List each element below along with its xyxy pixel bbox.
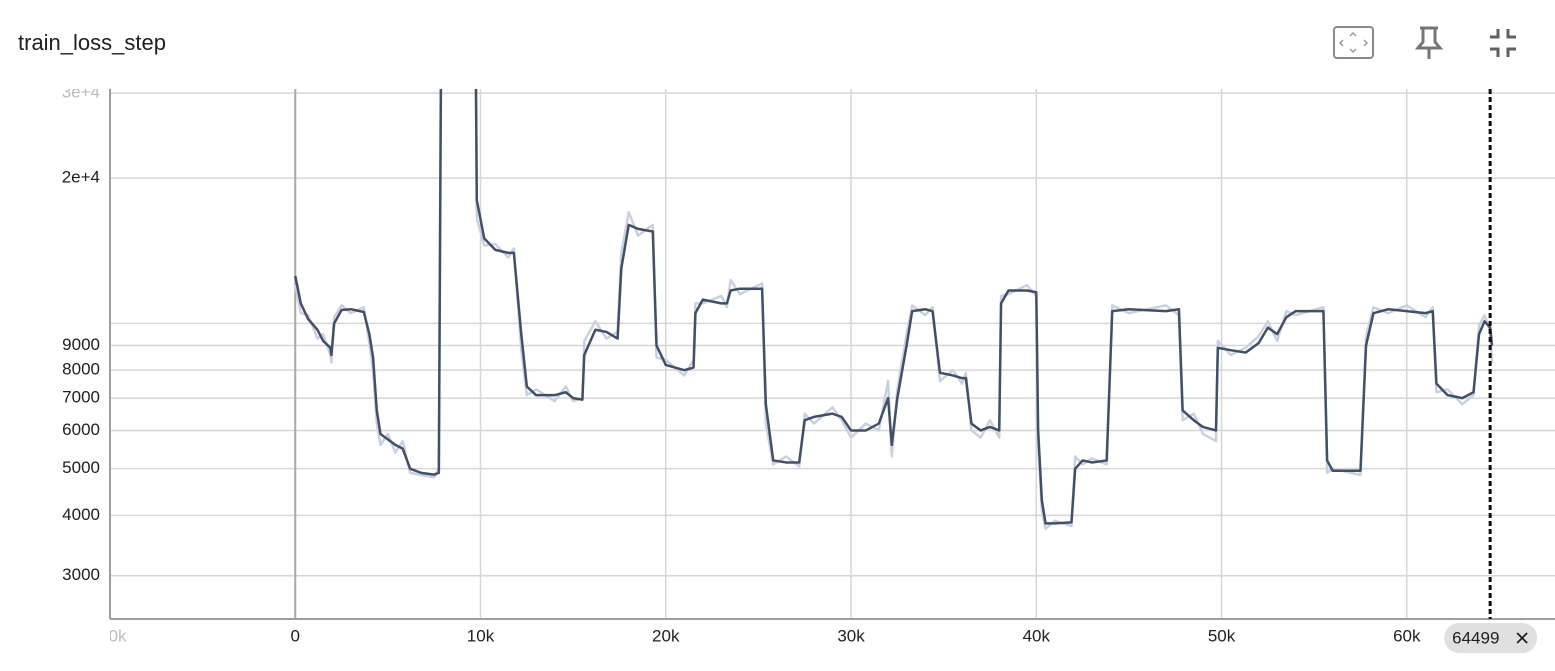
y-tick-label: 9000 <box>62 335 100 354</box>
fit-button[interactable] <box>1333 26 1374 59</box>
grid <box>109 89 1555 619</box>
x-tick-labels: -10k 0 10k 20k 30k 40k 50k 60k <box>93 626 1421 645</box>
y-tick-label: 3000 <box>62 565 100 584</box>
series-line <box>294 89 1494 525</box>
y-tick-label: 2e+4 <box>62 168 100 187</box>
x-tick-label: 10k <box>467 626 495 645</box>
cursor-label-bg <box>1444 623 1538 653</box>
fit-arrows <box>1338 31 1369 54</box>
y-tick-labels: 3000 4000 5000 6000 7000 8000 9000 2e+4 3e+4 <box>62 83 100 584</box>
y-tick-label: 3e+4 <box>62 83 100 102</box>
x-tick-label: 0 <box>291 626 300 645</box>
y-tick-label: 6000 <box>62 420 100 439</box>
collapse-icon <box>1490 29 1516 57</box>
pin-button[interactable] <box>1414 26 1444 59</box>
y-tick-label: 7000 <box>62 388 100 407</box>
x-tick-label: -10k <box>93 626 127 645</box>
fit-icon <box>1333 26 1374 59</box>
cursor: 64499 <box>1444 89 1538 653</box>
y-tick-label: 5000 <box>62 458 100 477</box>
plot-area <box>294 89 1494 531</box>
x-tick-label: 20k <box>652 626 680 645</box>
pin-icon <box>1414 26 1444 59</box>
chart-title: train_loss_step <box>18 30 166 55</box>
cursor-close <box>1516 632 1528 644</box>
x-tick-label: 40k <box>1023 626 1051 645</box>
y-tick-label: 8000 <box>62 360 100 379</box>
x-tick-label: 60k <box>1393 626 1421 645</box>
collapse-button[interactable] <box>1490 29 1516 57</box>
series-line <box>294 89 1494 531</box>
x-tick-label: 30k <box>837 626 865 645</box>
y-tick-label: 4000 <box>62 505 100 524</box>
x-tick-label: 50k <box>1208 626 1236 645</box>
cursor-label: 64499 <box>1452 628 1499 647</box>
